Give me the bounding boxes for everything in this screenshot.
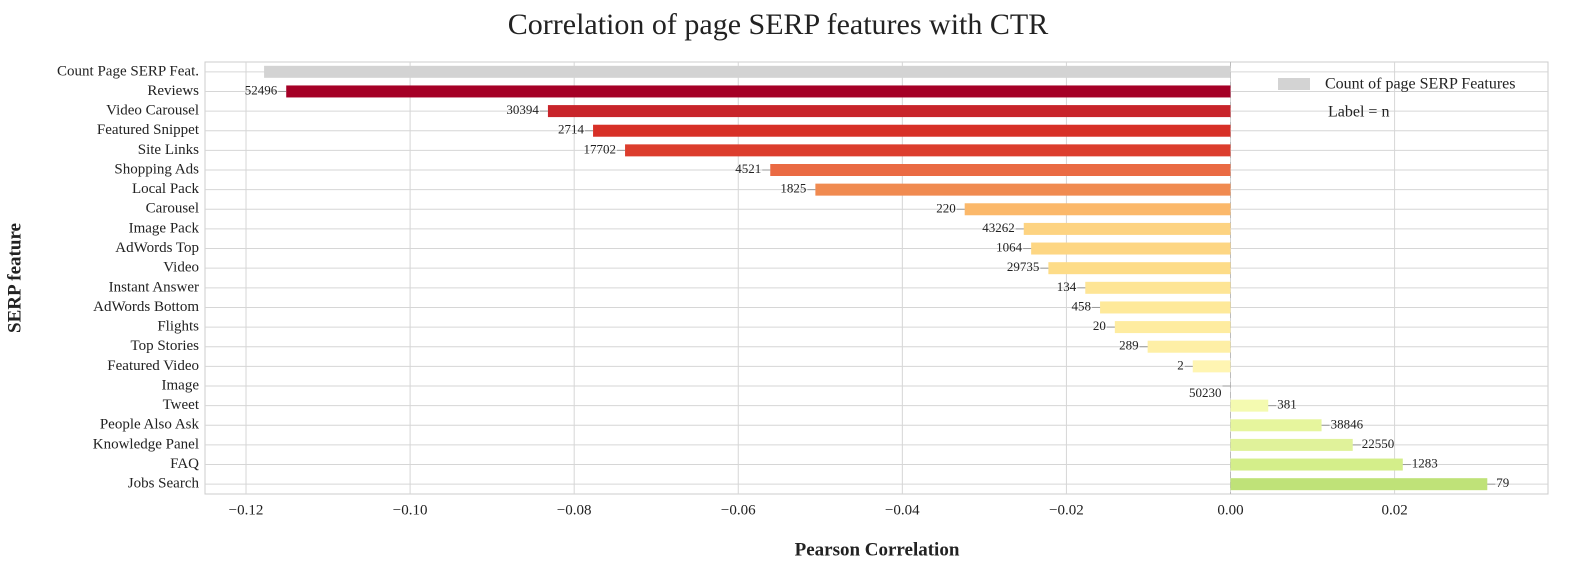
bar [547,105,1231,118]
y-tick-label: Jobs Search [128,476,200,492]
y-tick-label: Featured Snippet [97,122,200,138]
y-tick-label: AdWords Top [115,240,199,256]
y-tick-label: Shopping Ads [114,161,199,177]
data-label: 50230 [1189,385,1222,400]
data-label: 22550 [1362,436,1395,451]
data-label: 79 [1496,475,1509,490]
y-tick-label: Video [163,260,199,276]
data-label: 2714 [558,122,585,137]
x-tick-label: −0.04 [885,502,920,518]
y-tick-label: Image Pack [129,220,200,236]
y-tick-label: AdWords Bottom [93,299,199,315]
y-tick-label: Tweet [163,397,200,413]
y-tick-label: Instant Answer [109,279,199,295]
x-tick-label: −0.02 [1049,502,1084,518]
bar [815,183,1231,196]
bar [964,203,1231,216]
y-tick-label: Featured Video [107,358,199,374]
y-tick-label: Knowledge Panel [93,436,199,452]
data-label: 52496 [245,82,278,97]
data-label: 4521 [735,161,761,176]
y-tick-label: Carousel [146,201,199,217]
bar [770,164,1231,176]
legend-patch [1278,78,1310,90]
bar [1100,301,1231,314]
x-tick-label: 0.02 [1381,502,1407,518]
bar [1031,242,1231,255]
data-label: 20 [1093,318,1106,333]
bar [1230,438,1353,451]
bar [1192,360,1231,373]
bar [625,144,1231,157]
bar [264,65,1231,78]
x-tick-label: −0.12 [229,502,264,518]
y-tick-label: Image [162,377,200,393]
data-label: 1064 [996,240,1023,255]
y-tick-label: Reviews [147,83,199,99]
data-label: 289 [1119,338,1139,353]
data-label: 29735 [1007,259,1040,274]
legend-label: Count of page SERP Features [1325,76,1516,93]
bar [1230,458,1403,471]
y-tick-label: Site Links [138,142,199,158]
y-axis-label: SERP feature [4,223,25,333]
x-axis-label: Pearson Correlation [795,539,960,560]
data-label: 30394 [506,102,539,117]
y-tick-label: People Also Ask [100,417,200,433]
data-label: 43262 [982,220,1015,235]
bar [1048,262,1231,275]
y-tick-label: Local Pack [132,181,200,197]
data-label: 458 [1072,298,1092,313]
x-tick-label: −0.06 [721,502,756,518]
bar [1230,419,1322,432]
data-label: 1283 [1412,456,1438,471]
y-tick-label: Count Page SERP Feat. [57,63,199,79]
y-tick-label: Flights [157,319,199,335]
legend-note: Label = n [1328,104,1389,121]
bar [1230,399,1269,412]
data-label: 220 [936,200,956,215]
y-tick-label: Top Stories [130,338,199,354]
chart-title: Correlation of page SERP features with C… [508,8,1048,41]
data-label: 17702 [584,141,617,156]
data-label: 1825 [780,181,806,196]
bar [1023,222,1231,235]
x-tick-label: −0.08 [557,502,592,518]
bar [1230,478,1488,491]
data-label: 38846 [1331,416,1364,431]
bar [1085,281,1231,294]
bar [593,124,1231,137]
data-label: 2 [1177,357,1184,372]
data-label: 134 [1057,279,1077,294]
plot-frame [204,61,1549,495]
bar [286,85,1231,98]
y-tick-label: FAQ [170,456,199,472]
y-tick-label: Video Carousel [106,103,199,119]
data-label: 381 [1277,397,1297,412]
bar [1114,321,1231,334]
x-tick-label: −0.10 [393,502,428,518]
bar [1147,340,1231,353]
x-tick-label: 0.00 [1217,502,1243,518]
